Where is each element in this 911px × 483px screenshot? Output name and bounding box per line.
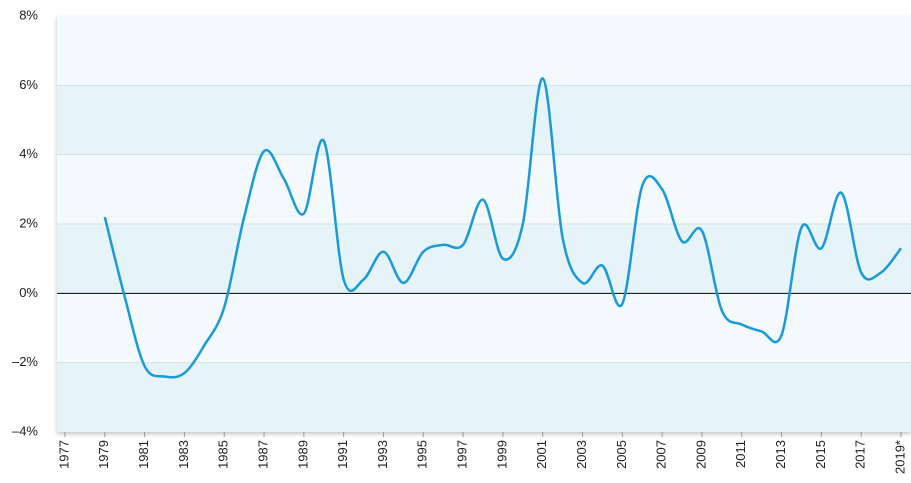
line [103,77,902,379]
x-tick-label: 1989 [295,440,310,469]
band [57,224,911,294]
y-tick-label: 2% [19,215,38,230]
x-tick-label: 2013 [773,440,788,469]
band [57,362,911,432]
x-tick-label: 1983 [176,440,191,469]
x-tick-label: 2001 [534,440,549,469]
x-tick-label: 2007 [654,440,669,469]
y-tick-label: 4% [19,146,38,161]
band [57,85,911,155]
x-tick-label: 1979 [96,440,111,469]
y-tick-label: 8% [19,7,38,22]
y-tick-label: –2% [12,354,38,369]
x-tick-label: 2015 [813,440,828,469]
y-tick-label: –4% [12,423,38,438]
x-tick-label: 1987 [255,440,270,469]
x-tick-label: 1997 [455,440,470,469]
x-tick-label: 1999 [494,440,509,469]
x-tick-label: 1981 [136,440,151,469]
x-tick-label: 2005 [614,440,629,469]
y-tick-label: 0% [19,285,38,300]
x-tick-label: 2003 [574,440,589,469]
x-tick-label: 1985 [216,440,231,469]
x-tick-label: 2017 [853,440,868,469]
x-tick-label: 2019* [892,440,907,474]
x-tick-label: 1993 [375,440,390,469]
x-tick-label: 2009 [693,440,708,469]
x-tick-label: 1991 [335,440,350,469]
x-tick-label: 2011 [733,440,748,468]
x-tick-label: 1977 [56,440,71,469]
x-tick-label: 1995 [415,440,430,469]
y-tick-label: 6% [19,77,38,92]
